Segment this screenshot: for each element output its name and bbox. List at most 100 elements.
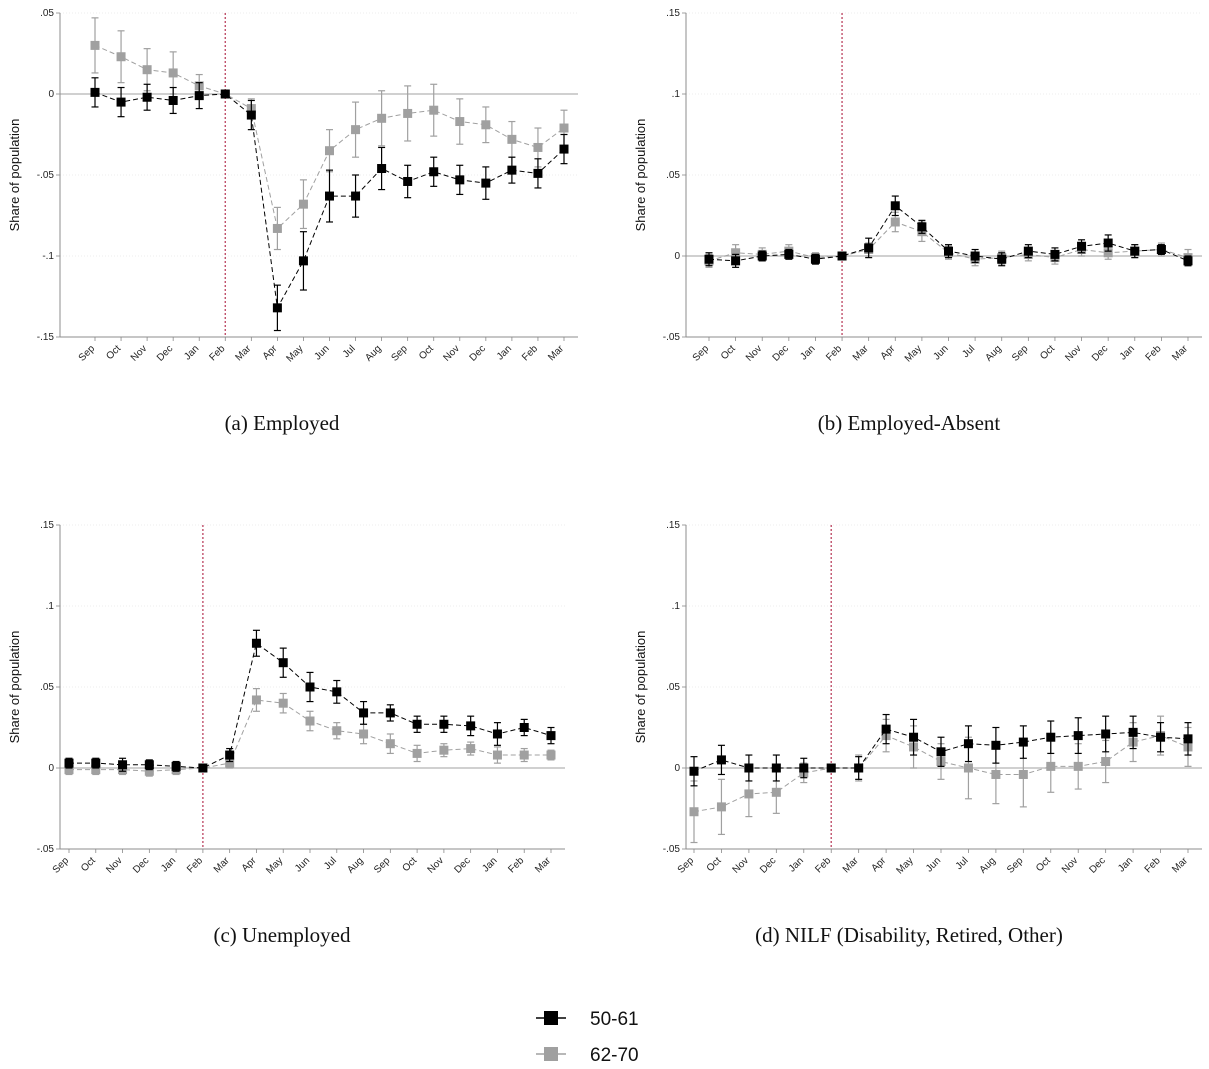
x-tick-label: Jun bbox=[931, 343, 950, 362]
x-tick-label: Sep bbox=[77, 343, 98, 364]
data-point bbox=[826, 763, 836, 773]
data-point bbox=[305, 682, 315, 692]
x-tick-label: Sep bbox=[1005, 855, 1026, 876]
data-point bbox=[1103, 238, 1113, 248]
data-point bbox=[1101, 757, 1111, 767]
y-tick-label: .1 bbox=[672, 601, 681, 612]
data-point bbox=[546, 750, 556, 760]
y-tick-label: 0 bbox=[674, 251, 680, 262]
y-tick-label: .05 bbox=[666, 682, 680, 693]
x-tick-label: Dec bbox=[468, 343, 488, 363]
data-point bbox=[144, 760, 154, 770]
x-tick-label: Mar bbox=[212, 855, 232, 875]
data-point bbox=[220, 89, 230, 99]
y-tick-label: .15 bbox=[40, 520, 54, 531]
x-tick-label: Nov bbox=[442, 343, 462, 363]
x-tick-label: Jul bbox=[322, 855, 339, 872]
data-point bbox=[91, 765, 101, 775]
x-tick-label: Nov bbox=[1060, 855, 1080, 875]
y-tick-label: -.05 bbox=[37, 170, 55, 181]
y-axis-label: Share of population bbox=[633, 631, 648, 744]
legend-marker bbox=[544, 1047, 558, 1061]
data-point bbox=[225, 758, 235, 768]
x-tick-label: Jun bbox=[293, 855, 312, 874]
data-point bbox=[455, 117, 465, 127]
data-point bbox=[1128, 727, 1138, 737]
data-point bbox=[171, 761, 181, 771]
data-point bbox=[744, 789, 754, 799]
y-tick-label: .15 bbox=[666, 8, 680, 19]
data-point bbox=[997, 254, 1007, 264]
data-point bbox=[1073, 731, 1083, 741]
x-tick-label: Jan bbox=[1116, 855, 1135, 874]
y-tick-label: 0 bbox=[674, 763, 680, 774]
y-tick-label: .1 bbox=[46, 601, 55, 612]
x-tick-label: Jan bbox=[787, 855, 806, 874]
x-tick-label: Sep bbox=[1010, 343, 1031, 364]
chart-panel-2: .15 .1 .05 0 -.05 Sep Oct Nov Dec Jan Feb Mar Apr May… bbox=[633, 8, 1202, 435]
x-tick-label: Dec bbox=[452, 855, 472, 875]
y-tick-label: -.05 bbox=[663, 332, 681, 343]
data-point bbox=[481, 120, 491, 130]
data-point bbox=[403, 108, 413, 118]
data-point bbox=[351, 125, 361, 135]
data-point bbox=[784, 249, 794, 259]
x-tick-label: Feb bbox=[520, 343, 540, 363]
data-point bbox=[412, 748, 422, 758]
data-point bbox=[116, 52, 126, 62]
data-point bbox=[91, 758, 101, 768]
y-tick-label: 0 bbox=[48, 89, 54, 100]
x-tick-label: Jan bbox=[1118, 343, 1137, 362]
data-point bbox=[278, 658, 288, 668]
x-tick-label: Nov bbox=[426, 855, 446, 875]
legend: 50-61 62-70 bbox=[536, 1009, 639, 1066]
y-tick-label: -.1 bbox=[42, 251, 54, 262]
data-point bbox=[890, 201, 900, 211]
x-tick-label: Feb bbox=[185, 855, 205, 875]
y-axis-label: Share of population bbox=[7, 119, 22, 232]
x-tick-label: Oct bbox=[719, 343, 738, 362]
data-point bbox=[298, 256, 308, 266]
data-point bbox=[90, 40, 100, 50]
data-point bbox=[332, 687, 342, 697]
data-point bbox=[439, 745, 449, 755]
x-tick-label: Dec bbox=[131, 855, 151, 875]
data-point bbox=[466, 744, 476, 754]
x-tick-label: May bbox=[895, 855, 916, 876]
x-tick-label: May bbox=[264, 855, 285, 876]
x-tick-label: Feb bbox=[824, 343, 844, 363]
data-point bbox=[1077, 241, 1087, 251]
data-point bbox=[837, 251, 847, 261]
x-tick-label: Nov bbox=[744, 343, 764, 363]
x-tick-label: Dec bbox=[758, 855, 778, 875]
data-point bbox=[909, 732, 919, 742]
data-point bbox=[305, 716, 315, 726]
data-point bbox=[325, 146, 334, 156]
data-point bbox=[731, 256, 741, 266]
x-tick-label: Jan bbox=[495, 343, 514, 362]
x-tick-label: Mar bbox=[1170, 343, 1190, 363]
data-point bbox=[168, 95, 178, 105]
y-axis-label: Share of population bbox=[7, 631, 22, 744]
data-point bbox=[1156, 245, 1166, 255]
panel-caption: (d) NILF (Disability, Retired, Other) bbox=[755, 923, 1063, 947]
x-tick-label: Jan bbox=[159, 855, 178, 874]
x-tick-label: Aug bbox=[345, 855, 365, 875]
x-tick-label: Apr bbox=[261, 343, 280, 362]
data-point bbox=[481, 178, 491, 188]
data-point bbox=[689, 766, 699, 776]
x-tick-label: Apr bbox=[879, 343, 898, 362]
data-point bbox=[991, 740, 1001, 750]
data-point bbox=[466, 721, 476, 731]
data-point bbox=[917, 222, 927, 232]
data-point bbox=[272, 223, 282, 233]
data-point bbox=[377, 113, 387, 123]
data-point bbox=[771, 787, 781, 797]
data-point bbox=[403, 176, 413, 186]
x-tick-label: Jul bbox=[341, 343, 358, 360]
x-tick-label: Oct bbox=[417, 343, 436, 362]
data-point bbox=[298, 199, 308, 209]
data-point bbox=[519, 723, 529, 732]
y-tick-label: 0 bbox=[48, 763, 54, 774]
